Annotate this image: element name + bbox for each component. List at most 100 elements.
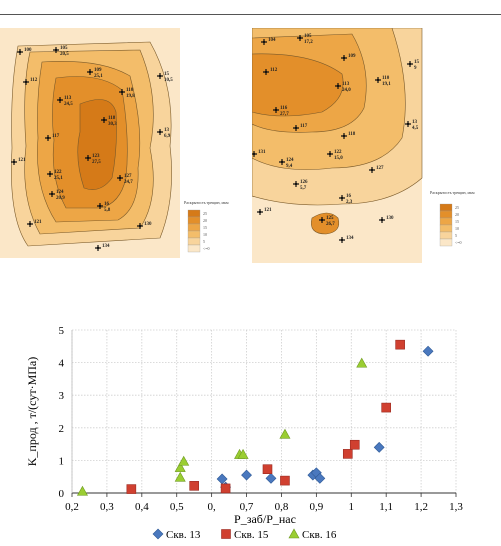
legend-value: 10: [203, 232, 207, 237]
well-id: 112: [30, 78, 38, 83]
well-dot: [406, 122, 410, 126]
tick-labels: 0 1 2 3 4 5 0,2 0,3 0,4 0,5 0, 0,7 0,8 0,9 1 1,1 1,2 1,3: [59, 325, 464, 513]
legend-value: <=0: [455, 240, 462, 245]
x-tick-label: 1,3: [449, 501, 463, 513]
well-markers: 100 10520,511210925,111324,511019,81510,5…: [11, 46, 173, 251]
well-dot: [24, 80, 28, 84]
well-dot: [118, 176, 122, 180]
well-dot: [262, 40, 266, 44]
data-point: [262, 464, 273, 475]
data-point: [280, 475, 290, 486]
data-point: [279, 428, 291, 439]
well-dot: [120, 90, 124, 94]
legend-swatch: [187, 244, 201, 253]
x-tick-label: 0,8: [275, 501, 289, 513]
well-dot: [48, 172, 52, 176]
well-dot: [280, 160, 284, 164]
legend-swatch: [439, 217, 453, 226]
legend-label: Скв. 13: [166, 529, 201, 541]
well-marker: 121: [257, 208, 272, 215]
data-point: [126, 484, 137, 494]
legend-value: 20: [455, 212, 459, 217]
well-dot: [370, 168, 374, 172]
well-marker: 118: [341, 132, 356, 139]
x-tick-label: 0,2: [65, 501, 79, 513]
well-dot: [158, 74, 162, 78]
well-id: 121: [18, 158, 26, 163]
well-marker: 121: [11, 158, 26, 165]
y-tick-label: 0: [59, 488, 65, 500]
legend-swatch: [439, 224, 453, 233]
data-point: [356, 357, 368, 368]
well-value: 5,7: [300, 186, 307, 191]
well-marker: 100: [17, 48, 32, 55]
well-id: 116: [280, 106, 288, 111]
well-value: 4,5: [412, 126, 419, 131]
well-id: 121: [34, 220, 42, 225]
data-point: [76, 485, 88, 496]
well-value: 25,1: [54, 176, 63, 181]
well-dot: [102, 118, 106, 122]
well-marker: 159: [407, 60, 420, 71]
well-marker: 117: [293, 124, 308, 131]
well-dot: [12, 160, 16, 164]
x-tick-label: 1: [349, 501, 355, 513]
well-id: 127: [376, 166, 384, 171]
well-dot: [336, 84, 340, 88]
contour-island: [311, 212, 340, 235]
well-value: 9,4: [286, 164, 293, 169]
legend-value: 10: [455, 226, 459, 231]
well-value: 17,2: [304, 40, 313, 45]
well-dot: [158, 130, 162, 134]
well-dot: [28, 222, 32, 226]
legend-swatch: [187, 216, 201, 225]
x-tick-label: 0,3: [100, 501, 114, 513]
legend-value: 15: [455, 219, 459, 224]
legend-label: Скв. 16: [302, 529, 337, 541]
well-dot: [328, 152, 332, 156]
x-tick-label: 0,4: [135, 501, 149, 513]
y-tick-label: 1: [59, 455, 65, 467]
well-value: 5,8: [104, 208, 111, 213]
well-marker: 162,3: [339, 194, 353, 205]
well-id: 16: [104, 202, 110, 207]
well-id: 122: [54, 170, 62, 175]
x-tick-label: 0,7: [240, 501, 254, 513]
well-id: 105: [304, 34, 312, 39]
well-id: 134: [346, 236, 354, 241]
well-dot: [340, 238, 344, 242]
legend-title: Раскрытость трещин, мкм: [430, 190, 475, 196]
well-marker: 104: [261, 38, 276, 45]
data-point: [241, 469, 252, 481]
well-id: 118: [348, 132, 356, 137]
well-dot: [50, 192, 54, 196]
fracture-map-right: 10410517,210911215911324,011019,111627,7…: [252, 28, 475, 263]
well-id: 123: [92, 154, 100, 159]
legend-value: 5: [455, 233, 457, 238]
legend-value: <=0: [203, 246, 210, 251]
well-marker: 121: [27, 220, 42, 227]
well-dot: [274, 108, 278, 112]
map-legend: 25 20 15 10 5 <=0: [439, 203, 462, 247]
well-id: 125: [326, 216, 334, 221]
well-id: 130: [386, 216, 394, 221]
well-dot: [298, 36, 302, 40]
well-dot: [342, 134, 346, 138]
fracture-map-left: 100 10520,511210925,111324,511019,81510,5…: [0, 28, 229, 258]
data-point: [237, 448, 249, 459]
y-tick-label: 3: [59, 390, 65, 402]
well-id: 124: [56, 190, 64, 195]
legend-value: 20: [203, 218, 207, 223]
legend-value: 25: [203, 211, 207, 216]
